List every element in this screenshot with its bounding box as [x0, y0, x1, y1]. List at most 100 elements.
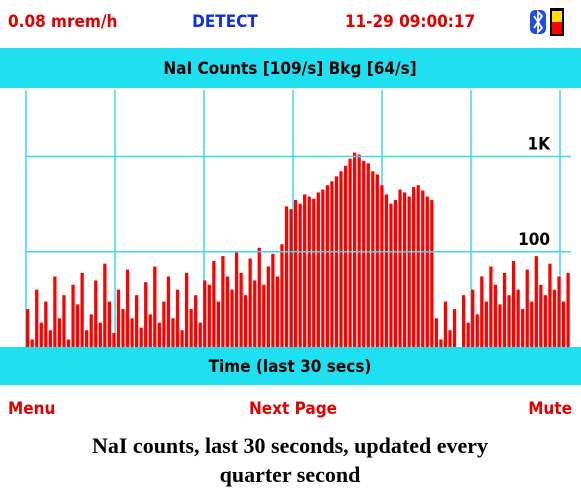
bar — [139, 327, 143, 347]
y-tick-label: 1K — [528, 135, 552, 155]
bar — [148, 314, 152, 347]
bar — [257, 247, 261, 347]
bar — [321, 189, 325, 347]
plot-area: 1K 100 — [25, 90, 571, 347]
title-bar — [0, 48, 581, 88]
bar — [384, 194, 389, 347]
bar — [75, 304, 80, 347]
bar — [26, 309, 30, 347]
mute-button[interactable]: Mute — [528, 399, 572, 419]
battery-icon — [550, 8, 564, 36]
bar — [248, 258, 252, 347]
next-page-button[interactable]: Next Page — [249, 399, 337, 419]
bar — [430, 199, 434, 347]
bar — [271, 253, 275, 347]
bar — [402, 192, 407, 347]
bar — [203, 280, 207, 347]
bar — [348, 158, 352, 347]
bar — [530, 301, 534, 347]
bar — [507, 295, 511, 347]
bar — [412, 186, 416, 347]
bar — [443, 301, 448, 347]
bar — [357, 154, 361, 347]
bar — [543, 295, 548, 347]
bar — [244, 295, 248, 347]
bar — [207, 284, 211, 347]
bar — [561, 301, 566, 347]
bar — [189, 309, 193, 347]
bar — [330, 181, 334, 347]
bar — [103, 263, 107, 347]
bar — [153, 266, 157, 347]
bar — [275, 276, 280, 347]
bar — [471, 289, 475, 347]
bar — [312, 198, 316, 347]
bar — [198, 322, 202, 347]
bar — [557, 276, 561, 347]
bar — [407, 196, 411, 347]
mode: DETECT — [192, 12, 258, 32]
caption-line: quarter second — [220, 462, 361, 487]
bar — [525, 269, 529, 347]
bar — [489, 266, 493, 347]
bar — [452, 309, 457, 347]
bar — [35, 289, 39, 347]
bar — [284, 206, 289, 347]
bar — [221, 256, 225, 347]
bar — [212, 261, 216, 347]
bar — [307, 196, 311, 347]
datetime: 11-29 09:00:17 — [345, 12, 475, 32]
bar — [262, 284, 266, 347]
bar — [325, 185, 330, 347]
bar — [112, 333, 116, 347]
bar — [89, 314, 93, 347]
bar — [194, 295, 198, 347]
bar — [216, 301, 221, 347]
bar — [398, 189, 402, 347]
bar — [66, 339, 71, 347]
bar — [552, 289, 557, 347]
bar — [230, 289, 234, 347]
bar — [266, 266, 270, 347]
bar — [293, 199, 298, 347]
bluetooth-icon — [530, 9, 546, 35]
bar — [339, 171, 343, 347]
menu-button[interactable]: Menu — [8, 399, 55, 419]
bar — [375, 174, 379, 347]
bar — [280, 244, 284, 347]
bar — [380, 185, 384, 347]
bar — [480, 276, 484, 347]
bar — [225, 276, 230, 347]
bar — [130, 318, 134, 347]
bar — [184, 272, 189, 347]
bar — [511, 261, 516, 347]
bar — [71, 284, 75, 347]
bar — [57, 318, 62, 347]
bar — [534, 256, 538, 347]
bar — [62, 295, 66, 347]
bar — [502, 272, 507, 347]
bar — [48, 330, 52, 347]
bar — [234, 251, 239, 347]
caption-line: NaI counts, last 30 seconds, updated eve… — [92, 433, 488, 458]
bar — [175, 289, 180, 347]
bar — [135, 295, 139, 347]
bar — [121, 309, 125, 347]
bar — [334, 176, 339, 347]
x-axis-label: Time (last 30 secs) — [209, 357, 372, 377]
bar — [94, 280, 98, 347]
bar — [316, 192, 320, 347]
bar — [144, 282, 148, 347]
bar — [343, 165, 348, 347]
bar — [493, 284, 498, 347]
bar — [125, 269, 130, 347]
bar — [253, 280, 257, 347]
bar — [439, 339, 443, 347]
bar — [475, 314, 479, 347]
bar — [462, 295, 466, 347]
bar — [30, 339, 34, 347]
bar — [289, 209, 293, 347]
bar — [171, 318, 175, 347]
bar — [362, 160, 366, 347]
